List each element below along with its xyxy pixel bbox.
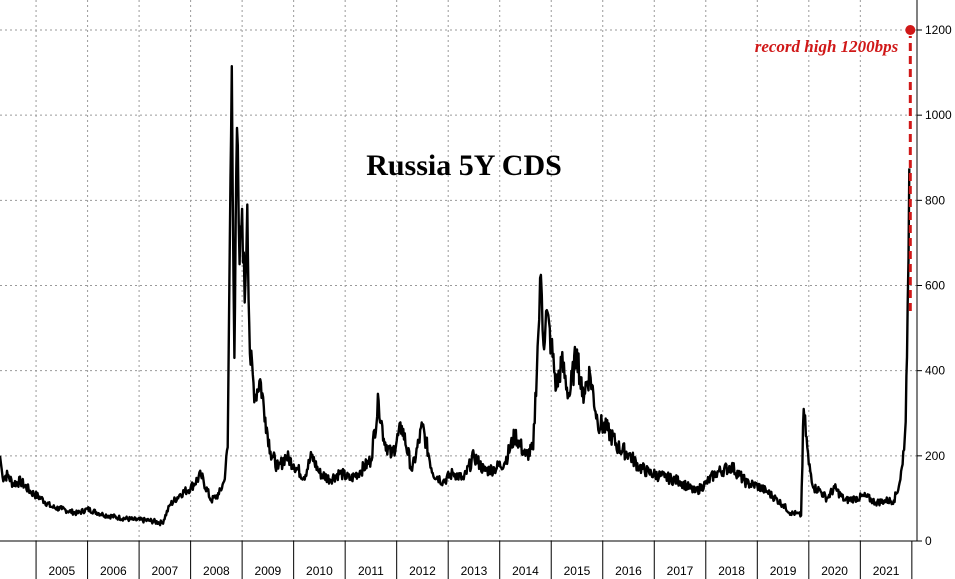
record-high-marker — [905, 25, 916, 35]
y-tick-label: 600 — [925, 279, 945, 293]
x-tick-label: 2020 — [821, 564, 848, 578]
x-tick-label: 2008 — [203, 564, 230, 578]
y-tick-label: 1200 — [925, 23, 952, 37]
x-tick-label: 2016 — [615, 564, 642, 578]
y-tick-label: 800 — [925, 193, 945, 207]
x-tick-label: 2014 — [512, 564, 539, 578]
y-tick-label: 0 — [925, 534, 932, 548]
x-tick-label: 2011 — [358, 564, 384, 578]
russia-cds-series-line — [0, 65, 911, 527]
record-high-annotation: record high 1200bps — [755, 37, 899, 56]
annotation-layer: record high 1200bps — [755, 25, 916, 312]
grid-lines — [0, 0, 917, 541]
x-tick-label: 2013 — [461, 564, 488, 578]
x-tick-label: 2015 — [564, 564, 591, 578]
x-tick-label: 2006 — [100, 564, 127, 578]
x-tick-label: 2009 — [255, 564, 282, 578]
x-tick-label: 2007 — [152, 564, 179, 578]
x-tick-label: 2010 — [306, 564, 333, 578]
x-tick-label: 2012 — [409, 564, 436, 578]
chart-title: Russia 5Y CDS — [366, 149, 562, 182]
y-tick-label: 400 — [925, 364, 945, 378]
x-tick-label: 2019 — [770, 564, 797, 578]
y-tick-label: 1000 — [925, 108, 952, 122]
x-tick-label: 2005 — [48, 564, 75, 578]
series-layer — [0, 65, 911, 527]
x-tick-label: 2017 — [667, 564, 694, 578]
y-tick-label: 200 — [925, 449, 945, 463]
x-tick-label: 2021 — [873, 564, 900, 578]
x-tick-label: 2018 — [718, 564, 745, 578]
